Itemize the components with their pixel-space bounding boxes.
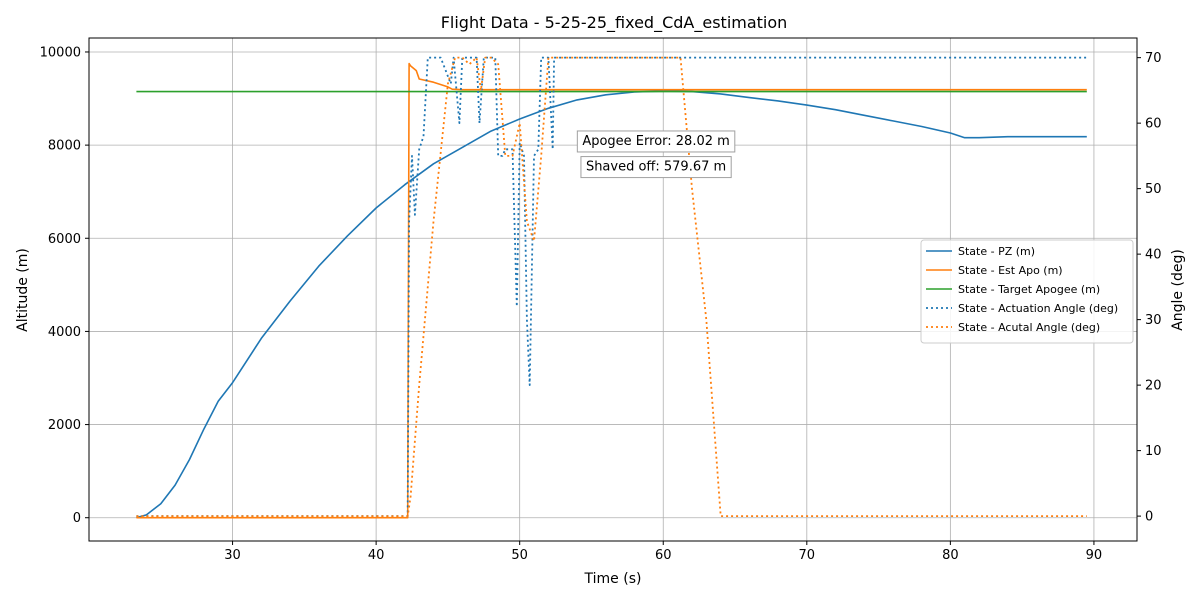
series-line-1 [136, 62, 1087, 519]
chart-title: Flight Data - 5-25-25_fixed_CdA_estimati… [441, 13, 788, 33]
series-line-0 [136, 90, 1087, 519]
x-tick-label: 30 [224, 548, 241, 563]
plot-frame [88, 37, 1138, 542]
y2-tick-label: 40 [1145, 248, 1162, 263]
annotation-1: Shaved off: 579.67 m [580, 156, 732, 179]
y-tick-label: 0 [73, 511, 81, 526]
legend-label: State - Target Apogee (m) [958, 283, 1100, 296]
legend-label: State - Acutal Angle (deg) [958, 321, 1100, 334]
annotation-0: Apogee Error: 28.02 m [576, 130, 736, 153]
legend: State - PZ (m) State - Est Apo (m) State -… [920, 239, 1134, 344]
legend-label: State - Actuation Angle (deg) [958, 302, 1118, 315]
x-tick-label: 40 [368, 548, 385, 563]
annotation-text: Shaved off: 579.67 m [586, 160, 726, 175]
x-tick-label: 70 [799, 548, 816, 563]
x-tick-label: 50 [511, 548, 528, 563]
y2-axis-label: Angle (deg) [1170, 249, 1186, 331]
legend-label: State - Est Apo (m) [958, 264, 1063, 277]
y2-tick-label: 30 [1145, 313, 1162, 328]
y-axis-label: Altitude (m) [15, 248, 31, 332]
x-tick-label: 80 [942, 548, 959, 563]
y-tick-label: 6000 [48, 232, 81, 247]
axis-ticks: 30 40 50 60 70 80 90 0 2000 4000 6000 8000 10000 0 10 2… [40, 45, 1162, 563]
legend-label: State - PZ (m) [958, 245, 1035, 258]
y2-tick-label: 0 [1145, 510, 1153, 525]
y2-tick-label: 50 [1145, 182, 1162, 197]
annotation-box [576, 130, 736, 153]
y-tick-label: 2000 [48, 418, 81, 433]
series-line-3 [136, 56, 1087, 517]
x-tick-label: 90 [1086, 548, 1103, 563]
y2-tick-label: 10 [1145, 444, 1162, 459]
legend-box [920, 239, 1134, 344]
series-lines [136, 56, 1087, 519]
annotation-box [580, 156, 732, 179]
y2-tick-label: 70 [1145, 51, 1162, 66]
x-axis-label: Time (s) [584, 571, 642, 587]
annotation-text: Apogee Error: 28.02 m [582, 134, 729, 149]
x-tick-label: 60 [655, 548, 672, 563]
y-tick-label: 8000 [48, 139, 81, 154]
annotations: Apogee Error: 28.02 m Shaved off: 579.67 … [576, 130, 736, 179]
y2-tick-label: 20 [1145, 379, 1162, 394]
y-tick-label: 4000 [48, 325, 81, 340]
y2-tick-label: 60 [1145, 117, 1162, 132]
y-tick-label: 10000 [40, 45, 81, 60]
